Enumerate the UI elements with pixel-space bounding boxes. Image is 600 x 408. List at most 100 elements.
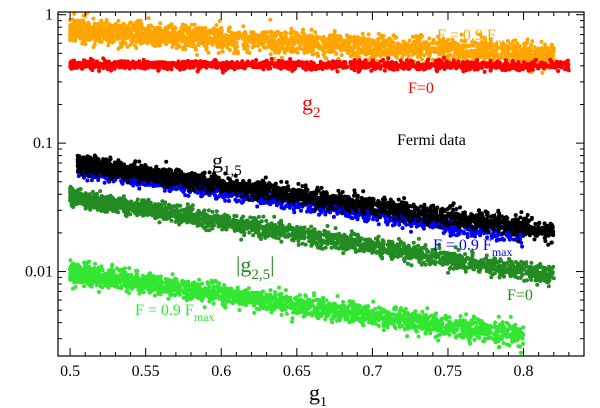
data-point	[174, 64, 179, 69]
data-point	[196, 27, 201, 32]
data-point	[99, 18, 104, 23]
data-point	[310, 61, 315, 66]
data-point	[240, 200, 244, 205]
data-point	[433, 224, 438, 229]
data-point	[255, 204, 260, 209]
data-point	[348, 54, 353, 59]
data-point	[227, 48, 232, 52]
data-point	[199, 65, 204, 69]
data-point	[232, 50, 237, 54]
data-point	[145, 59, 150, 64]
data-point	[383, 63, 388, 68]
data-point	[328, 33, 333, 38]
data-point	[556, 69, 561, 73]
data-point	[332, 31, 337, 36]
data-point	[208, 37, 213, 42]
data-point	[539, 52, 544, 57]
data-point	[269, 34, 274, 39]
data-point	[350, 50, 355, 55]
data-point	[413, 41, 418, 46]
data-point	[439, 49, 444, 54]
data-point	[134, 45, 139, 50]
data-point	[195, 62, 200, 67]
data-point	[433, 41, 438, 46]
data-point	[117, 34, 121, 39]
data-point	[80, 21, 85, 26]
data-point	[214, 42, 219, 47]
data-point	[379, 48, 384, 53]
data-point	[92, 65, 97, 69]
data-point	[243, 32, 248, 37]
data-point	[79, 34, 84, 39]
data-point	[92, 21, 97, 26]
data-point	[89, 178, 94, 183]
data-point	[305, 63, 310, 68]
data-point	[146, 16, 151, 21]
data-point	[454, 66, 459, 71]
data-point	[529, 54, 534, 59]
data-point	[289, 26, 294, 31]
data-point	[94, 31, 98, 36]
data-point	[91, 16, 96, 21]
data-point	[344, 33, 349, 38]
data-point	[366, 32, 371, 37]
data-point	[155, 33, 160, 38]
data-point	[231, 38, 236, 43]
data-point	[309, 27, 314, 32]
data-point	[321, 61, 326, 66]
data-point	[360, 31, 365, 36]
data-point	[107, 25, 112, 30]
data-point	[376, 37, 380, 42]
data-point	[256, 65, 261, 69]
data-point	[238, 64, 243, 69]
data-point	[450, 45, 455, 50]
data-point	[404, 222, 409, 227]
data-point	[286, 41, 291, 46]
data-point	[511, 62, 516, 67]
data-point	[409, 229, 413, 234]
data-point	[298, 60, 303, 65]
data-point	[269, 30, 274, 35]
data-point	[458, 48, 463, 53]
data-point	[213, 193, 218, 198]
data-point	[168, 37, 173, 41]
data-point	[503, 63, 508, 68]
data-point	[220, 49, 225, 54]
data-point	[159, 36, 164, 41]
data-point	[214, 33, 219, 37]
data-point	[449, 65, 454, 70]
data-point	[373, 41, 378, 46]
data-point	[462, 50, 467, 55]
data-point	[157, 67, 161, 72]
data-point	[472, 52, 477, 57]
data-point	[275, 30, 279, 35]
data-point	[437, 64, 442, 69]
data-point	[389, 44, 394, 49]
data-point	[254, 36, 259, 40]
data-point	[177, 30, 182, 35]
data-point	[432, 50, 437, 54]
data-point	[494, 238, 499, 243]
data-point	[179, 66, 184, 70]
data-point	[372, 47, 377, 52]
data-point	[244, 63, 248, 68]
data-point	[162, 188, 167, 193]
data-point	[418, 52, 423, 57]
data-point	[352, 40, 357, 45]
data-point	[508, 235, 513, 240]
data-point	[111, 38, 116, 43]
data-point	[88, 29, 93, 34]
data-point	[286, 66, 291, 71]
data-point	[389, 40, 394, 44]
data-point	[528, 46, 532, 50]
data-point	[477, 32, 482, 37]
data-point	[446, 62, 451, 67]
data-point	[101, 22, 106, 26]
data-point	[427, 36, 432, 41]
data-point	[427, 42, 432, 47]
data-point	[169, 66, 173, 71]
data-point	[71, 36, 76, 41]
data-point	[192, 22, 197, 27]
data-point	[517, 54, 522, 59]
data-point	[257, 48, 262, 53]
